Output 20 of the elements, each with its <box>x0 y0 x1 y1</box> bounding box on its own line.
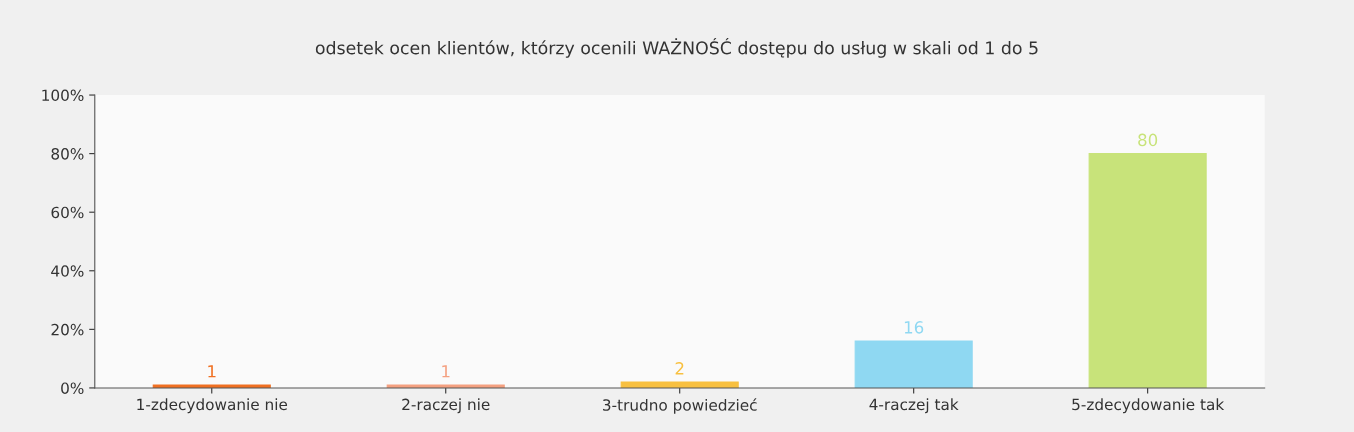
data-label: 16 <box>904 321 924 334</box>
data-label: 80 <box>1138 133 1158 147</box>
data-label: 1 <box>208 365 216 378</box>
x-tick-label: 5-zdecydowanie tak <box>1072 398 1225 414</box>
chart-title: odsetek ocen klientów, którzy ocenili WAŻNOŚĆ dostępu do usług w skali od 1 do 5 <box>315 38 1038 58</box>
x-tick-label: 2-raczej nie <box>402 398 490 414</box>
x-tick-label: 1-zdecydowanie nie <box>137 398 288 414</box>
bar <box>1088 153 1207 388</box>
y-tick-label: 40% <box>51 265 84 277</box>
bar <box>620 381 739 388</box>
y-tick-label: 0% <box>61 382 84 394</box>
y-tick-label: 100% <box>42 89 84 102</box>
y-tick-label: 60% <box>51 206 84 219</box>
y-tick-label: 20% <box>51 323 84 336</box>
data-label: 1 <box>442 365 450 378</box>
x-tick-label: 4-raczej tak <box>869 398 959 414</box>
bar <box>854 340 973 388</box>
y-tick-label: 80% <box>51 148 84 160</box>
x-tick-label: 3-trudno powiedzieć <box>603 398 757 414</box>
data-label: 2 <box>675 362 684 375</box>
